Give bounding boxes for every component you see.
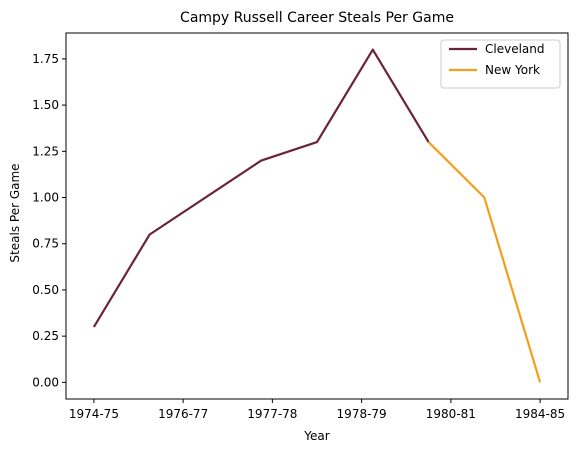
x-tick-label: 1984-85 [515,407,565,421]
x-tick-label: 1976-77 [158,407,208,421]
series-line-new-york [427,141,542,383]
legend: Cleveland New York [440,39,561,89]
y-tick-label: 0.50 [32,283,59,297]
x-axis-label: Year [303,429,329,443]
plot-area: 0.00 0.25 0.50 0.75 1.00 1.25 1.50 1.75 1974-75 1… [32,32,569,421]
plot-frame [65,32,569,400]
y-axis-label: Steals Per Game [8,163,22,262]
x-tick-label: 1980-81 [426,407,476,421]
x-tick-label: 1974-75 [69,407,119,421]
series-line-cleveland [92,48,430,328]
y-tick-label: 0.00 [32,375,59,389]
legend-label: New York [485,63,540,77]
legend-label: Cleveland [485,42,545,56]
chart-title: Campy Russell Career Steals Per Game [180,10,454,26]
legend-box [440,39,561,89]
x-tick-label: 1977-78 [247,407,297,421]
y-tick-label: 1.50 [32,98,59,112]
y-tick-label: 1.00 [32,191,59,205]
x-tick-label: 1978-79 [337,407,387,421]
y-tick-label: 0.25 [32,329,59,343]
y-tick-label: 1.25 [32,144,59,158]
y-tick-label: 1.75 [32,52,59,66]
y-tick-label: 0.75 [32,237,59,251]
